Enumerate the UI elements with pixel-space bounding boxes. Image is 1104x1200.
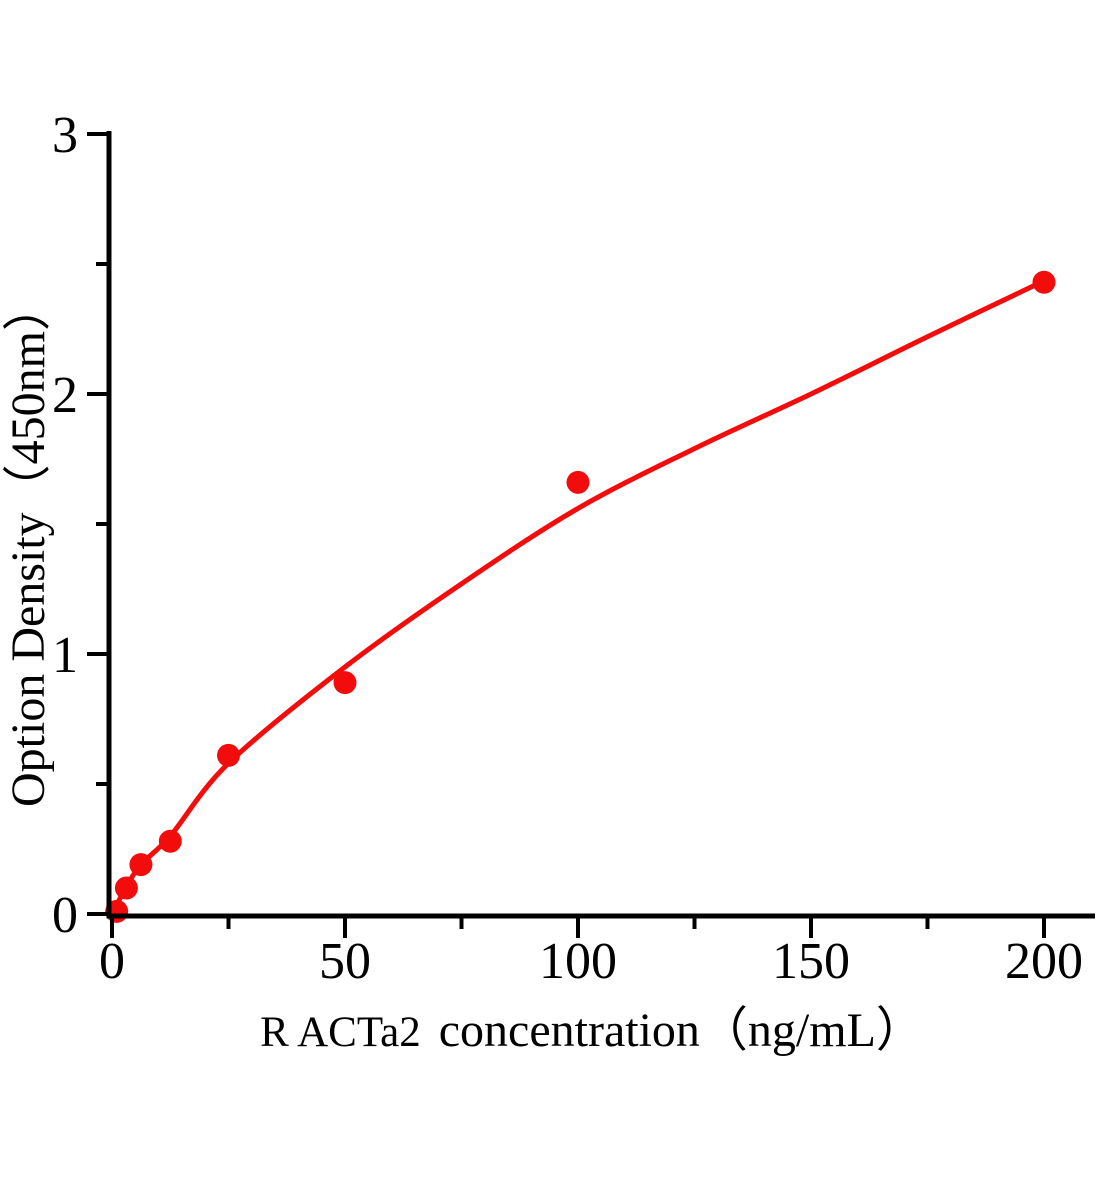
data-point-marker bbox=[129, 853, 153, 877]
y-axis-title: Option Density（450nm） bbox=[2, 283, 55, 807]
axes-layer: 0 50 100 150 200 0 1 2 3 bbox=[52, 107, 1095, 990]
x-axis-tick-label: 50 bbox=[319, 933, 371, 990]
y-axis-tick-label: 1 bbox=[52, 627, 78, 684]
x-axis-tick-label: 100 bbox=[539, 933, 617, 990]
x-axis-title-main: concentration（ng/mL） bbox=[439, 1004, 924, 1057]
data-point-marker bbox=[114, 876, 138, 900]
x-axis-title-prefix: R ACTa2 bbox=[260, 1009, 421, 1056]
data-point-marker bbox=[1032, 270, 1056, 294]
data-point-marker bbox=[158, 829, 182, 853]
standard-curve-line bbox=[109, 278, 1047, 917]
data-layer bbox=[105, 270, 1056, 923]
data-point-marker bbox=[333, 671, 357, 695]
axis-tick-labels: 0 50 100 150 200 0 1 2 3 bbox=[52, 107, 1083, 990]
x-axis-tick-label: 150 bbox=[772, 933, 850, 990]
axis-ticks bbox=[87, 132, 1046, 938]
data-point-marker bbox=[217, 743, 240, 767]
y-axis-tick-label: 2 bbox=[52, 367, 78, 424]
y-axis-tick-label: 0 bbox=[52, 887, 78, 944]
y-axis-tick-label: 3 bbox=[52, 107, 78, 164]
data-point-marker bbox=[566, 470, 590, 494]
x-axis-tick-label: 200 bbox=[1005, 933, 1083, 990]
x-axis-title: R ACTa2 concentration（ng/mL） bbox=[260, 1004, 924, 1057]
x-axis-tick-label: 0 bbox=[99, 933, 125, 990]
